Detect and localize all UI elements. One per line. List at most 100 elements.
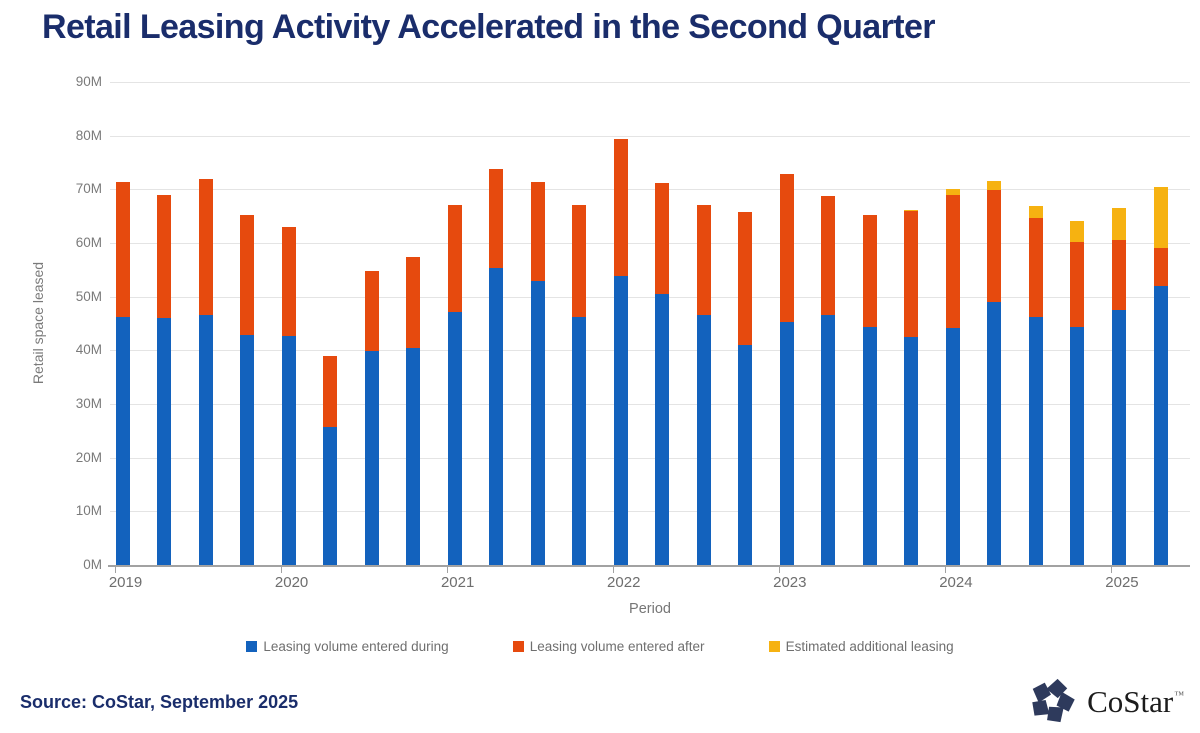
bar-2020-Q1-after <box>281 226 296 336</box>
bar-2024-Q4-leasing <box>1070 220 1085 242</box>
bar-2023-Q4-during <box>904 337 919 565</box>
x-tick-2024 <box>945 567 947 573</box>
bar-2023-Q4-leasing <box>904 209 919 212</box>
y-tick-label: 90M <box>75 74 102 89</box>
x-axis-title: Period <box>629 601 671 617</box>
bar-2023-Q1-after <box>779 174 794 322</box>
gridline-20M <box>110 457 1190 459</box>
x-tick-2021 <box>447 567 449 573</box>
bar-2021-Q1-after <box>447 205 462 313</box>
bar-2025-Q2-leasing <box>1153 187 1168 249</box>
bar-2023-Q4-after <box>904 211 919 338</box>
costar-logo: CoStar™ <box>1027 676 1184 726</box>
bar-2020-Q3-after <box>364 271 379 351</box>
gridline-10M <box>110 511 1190 513</box>
bar-2024-Q2-after <box>987 190 1002 303</box>
y-tick-label: 70M <box>75 181 102 197</box>
bar-2022-Q4-after <box>738 211 753 345</box>
bar-2020-Q3-during <box>364 350 379 565</box>
gridline-80M <box>110 135 1190 137</box>
gridline-60M <box>110 243 1190 244</box>
legend-item-entered-during: Leasing volume entered during <box>246 639 449 654</box>
bar-2025-Q2-after <box>1153 248 1168 286</box>
trademark-symbol: ™ <box>1174 689 1184 701</box>
gridline-50M <box>110 296 1190 298</box>
x-tick-2023 <box>779 567 781 573</box>
bar-2024-Q4-after <box>1070 241 1085 327</box>
bar-2020-Q1-during <box>281 335 296 565</box>
y-tick-label: 40M <box>75 342 102 358</box>
bar-2019-Q3-after <box>198 178 213 316</box>
bar-2019-Q1-during <box>115 317 130 565</box>
x-tick-label-2019: 2019 <box>108 574 143 591</box>
bar-2020-Q4-after <box>406 257 421 349</box>
x-tick-label-2025: 2025 <box>1105 574 1139 591</box>
blue-swatch-icon <box>246 641 258 652</box>
bar-2022-Q3-during <box>696 314 711 565</box>
bar-2019-Q4-after <box>240 214 255 335</box>
bar-2019-Q2-during <box>157 318 172 565</box>
bar-2023-Q2-after <box>821 195 836 315</box>
bar-2025-Q1-during <box>1111 310 1126 565</box>
legend-label: Estimated additional leasing <box>785 639 954 654</box>
bar-2024-Q2-during <box>987 302 1002 565</box>
y-tick-label: 60M <box>75 235 102 250</box>
legend-item-estimated-additional: Estimated additional leasing <box>768 639 954 654</box>
x-tick-2020 <box>281 567 283 573</box>
bar-2022-Q1-after <box>613 139 628 276</box>
bar-2022-Q2-during <box>655 293 670 565</box>
bar-2019-Q2-after <box>157 194 172 319</box>
x-tick-2019 <box>115 567 116 573</box>
bar-2022-Q2-after <box>655 182 670 294</box>
bar-2023-Q3-after <box>862 215 877 328</box>
bar-2021-Q1-during <box>447 312 462 565</box>
bar-2020-Q2-during <box>323 426 338 565</box>
bar-2019-Q4-during <box>240 334 255 565</box>
chart-legend: Leasing volume entered during Leasing vo… <box>0 639 1200 654</box>
gridline-70M <box>110 189 1190 191</box>
bar-2024-Q1-after <box>945 194 960 329</box>
bar-2022-Q4-during <box>738 344 753 565</box>
y-tick-label: 80M <box>75 127 102 143</box>
bar-2019-Q3-during <box>198 315 213 565</box>
bar-2021-Q3-after <box>530 181 545 282</box>
bar-2021-Q3-during <box>530 281 545 565</box>
y-tick-label: 30M <box>75 396 102 411</box>
bar-2024-Q3-leasing <box>1028 205 1043 219</box>
bar-2021-Q2-during <box>489 267 504 565</box>
bar-2020-Q4-during <box>406 348 421 565</box>
bar-2019-Q1-after <box>115 182 130 318</box>
bar-2024-Q1-leasing <box>945 188 960 195</box>
legend-label: Leasing volume entered after <box>529 639 705 654</box>
bar-2023-Q1-during <box>779 321 794 565</box>
costar-wordmark: CoStar <box>1087 683 1174 719</box>
gridline-30M <box>110 404 1190 405</box>
costar-pinwheel-icon <box>1032 678 1075 723</box>
orange-swatch-icon <box>512 641 524 652</box>
bar-2025-Q1-after <box>1111 240 1126 311</box>
bar-2023-Q3-during <box>862 327 877 565</box>
source-attribution: Source: CoStar, September 2025 <box>20 692 299 712</box>
x-tick-label-2024: 2024 <box>939 574 973 591</box>
x-tick-label-2022: 2022 <box>607 574 641 591</box>
bar-2024-Q2-leasing <box>987 180 1002 191</box>
x-axis-line <box>108 565 1190 567</box>
bar-2022-Q1-during <box>613 275 628 565</box>
x-tick-2022 <box>613 567 615 573</box>
y-tick-label: 0M <box>83 557 102 572</box>
chart-title: Retail Leasing Activity Accelerated in t… <box>42 8 936 46</box>
yellow-swatch-icon <box>768 641 780 652</box>
y-tick-label: 50M <box>75 288 102 304</box>
bar-2023-Q2-during <box>821 314 836 565</box>
bar-2024-Q3-after <box>1028 218 1043 318</box>
costar-logo-text: CoStar™ <box>1087 686 1184 717</box>
bar-2021-Q4-after <box>572 205 587 318</box>
y-tick-label: 20M <box>75 449 102 465</box>
x-tick-label-2020: 2020 <box>274 574 309 591</box>
bar-2021-Q2-after <box>489 169 504 268</box>
bar-2022-Q3-after <box>696 205 711 315</box>
bar-2024-Q4-during <box>1070 326 1085 565</box>
gridline-40M <box>110 350 1190 352</box>
y-tick-label: 10M <box>75 503 102 519</box>
